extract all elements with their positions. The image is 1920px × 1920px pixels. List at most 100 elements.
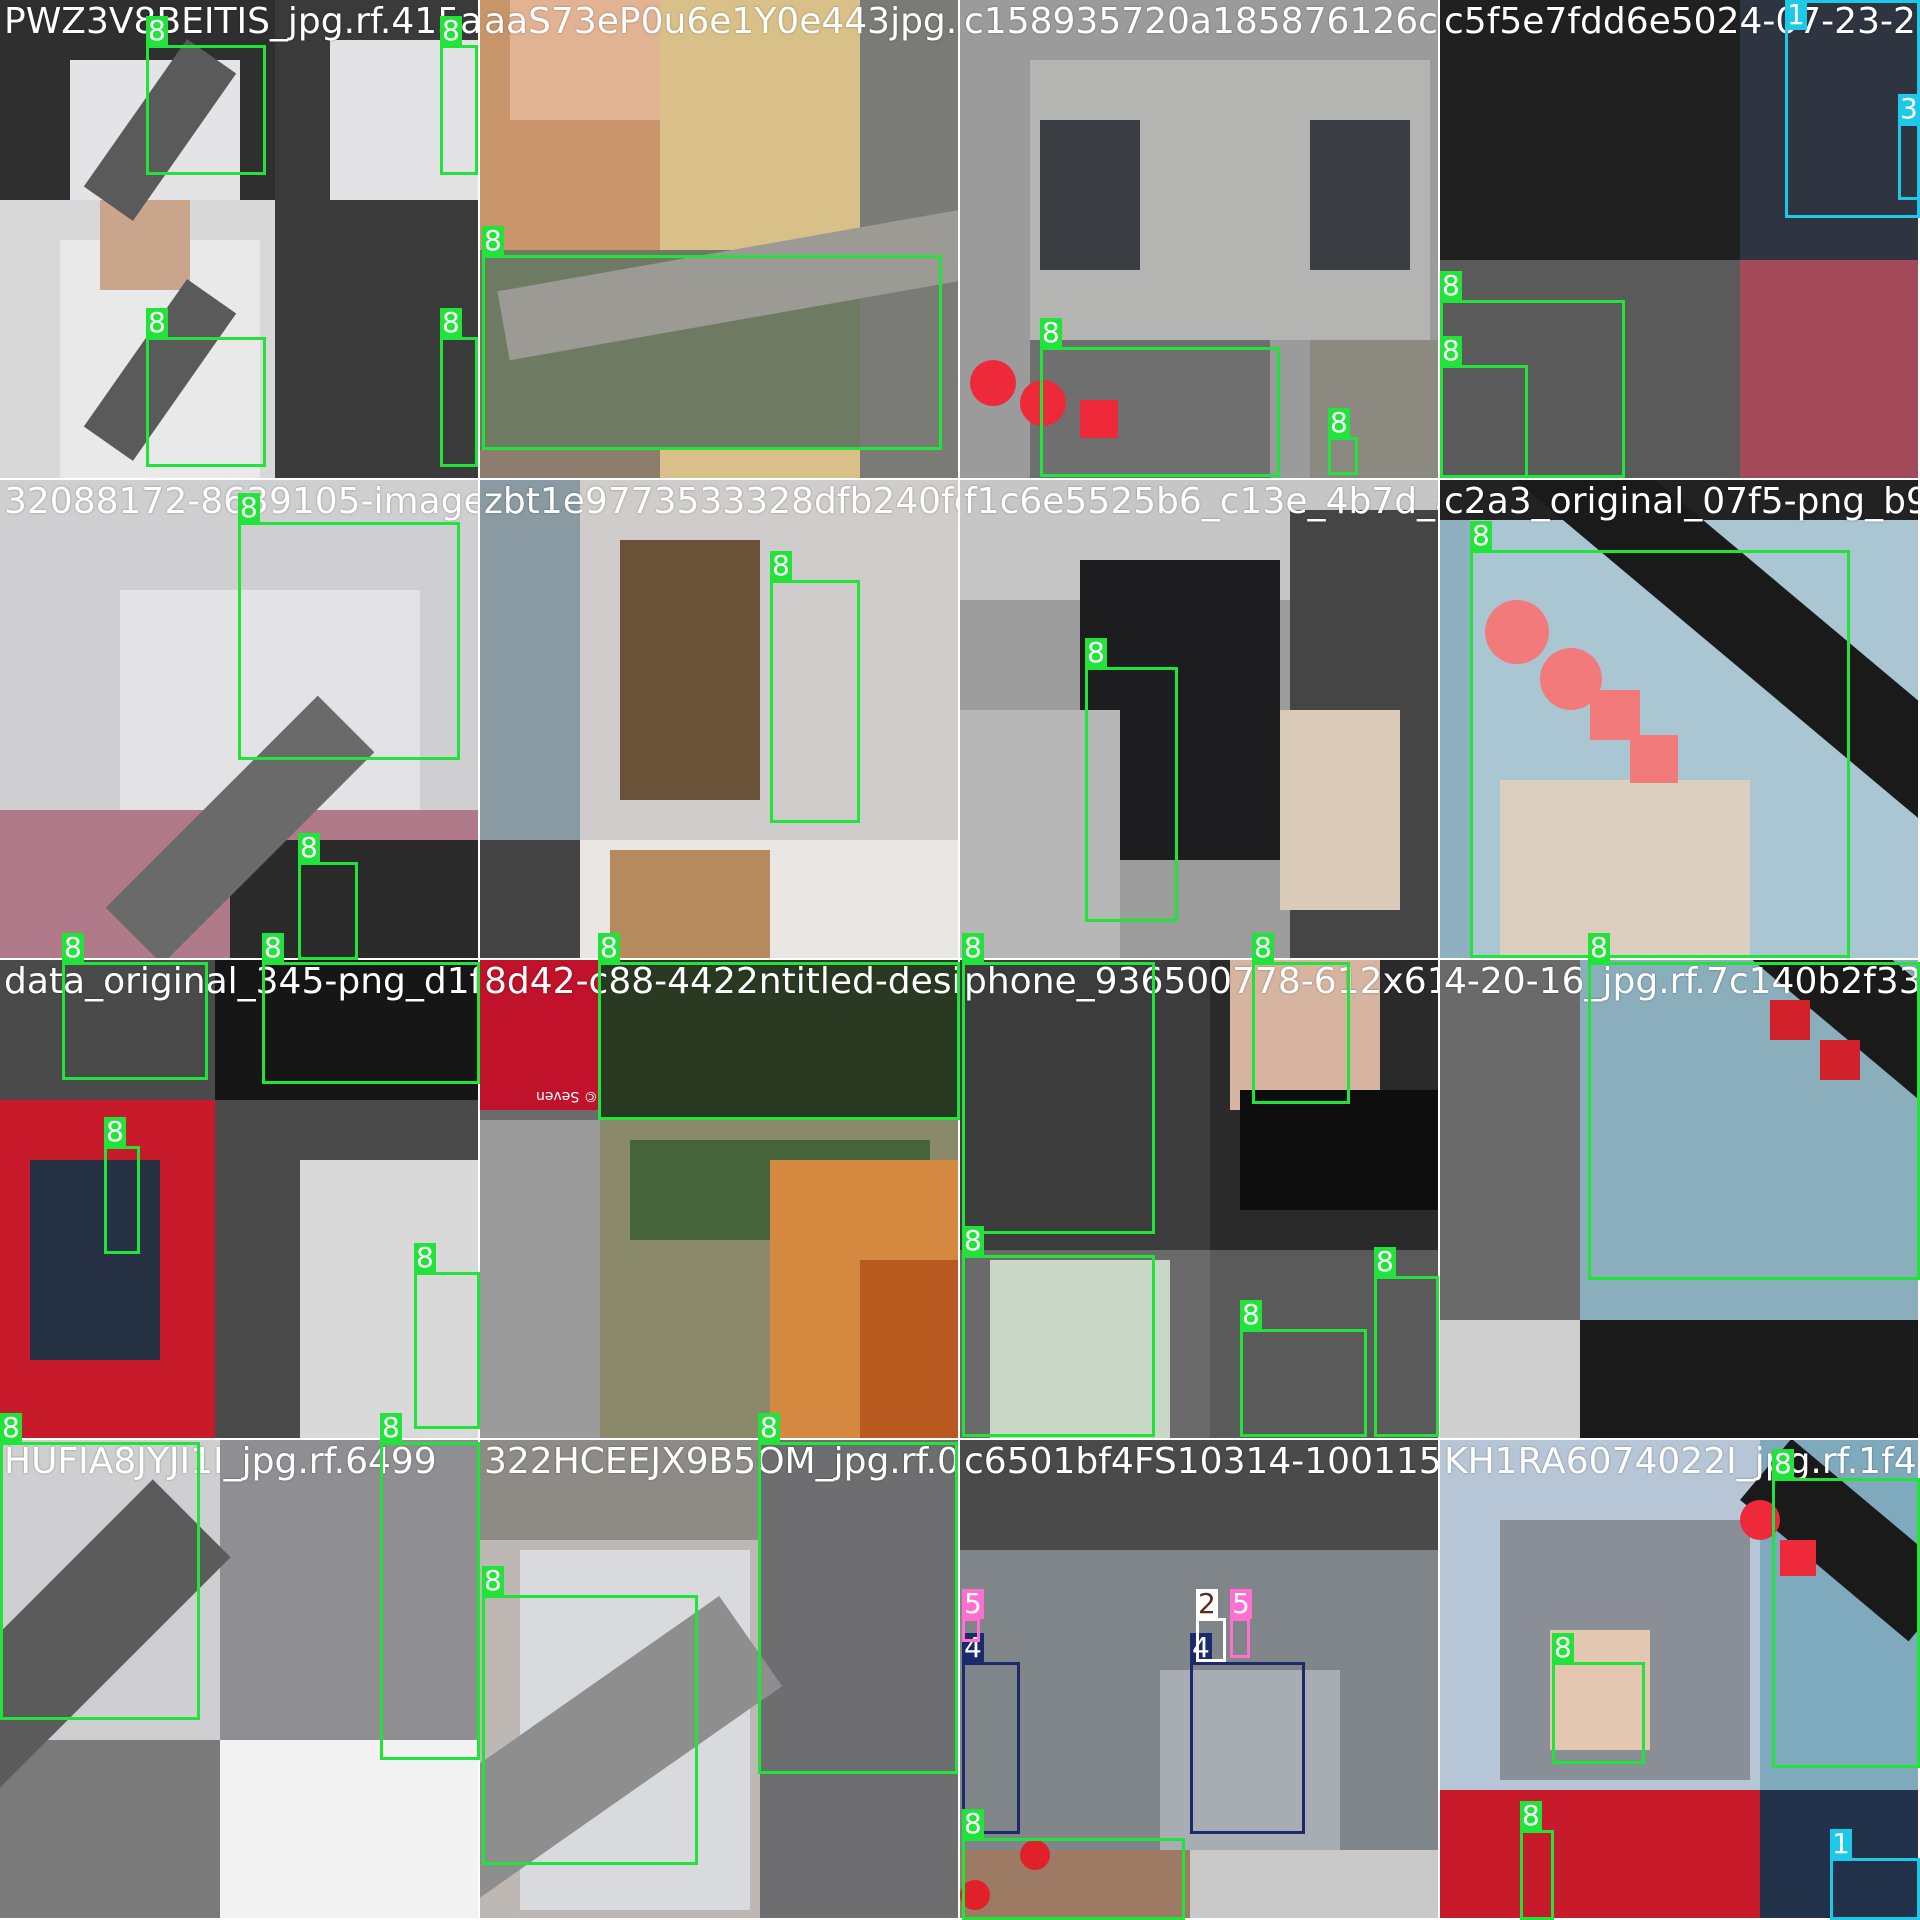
tile-filename: c6501bf4FS10314-100115-22 xyxy=(964,1441,1438,1482)
photo-region xyxy=(1030,340,1270,478)
class-8-bounding-box: 8 xyxy=(0,1413,200,1720)
class-8-label: 8 xyxy=(62,931,84,964)
tile-filename: 8d42-c88-4422ntitled-desig xyxy=(484,961,958,1002)
photo-region xyxy=(1440,1790,1760,1918)
photo-region xyxy=(215,960,478,1100)
class-8-label: 8 xyxy=(1520,1799,1542,1832)
class-8-bounding-box: 8 xyxy=(146,16,266,175)
class-8-bounding-box: 8 xyxy=(1440,271,1625,478)
class-8-bounding-box: 8 xyxy=(482,1566,698,1865)
photo-region xyxy=(220,1440,478,1740)
class-8-label: 8 xyxy=(1588,931,1610,964)
class-8-label: 8 xyxy=(146,306,168,339)
belt-marker xyxy=(1770,1000,1810,1040)
class-8-bounding-box: 8 xyxy=(962,1809,1185,1920)
mosaic-tile: aaS73eP0u6e1Y0e443jpg.rf.c36a xyxy=(480,0,958,478)
class-8-bounding-box: 8 xyxy=(770,551,860,823)
class-8-label: 8 xyxy=(1252,931,1274,964)
mosaic-tile: c5f5e7fdd6e5024-07-23-232 xyxy=(1440,0,1918,478)
class-8-label: 8 xyxy=(0,1411,22,1444)
class-8-bounding-box: 8 xyxy=(598,933,960,1120)
photo-region xyxy=(990,1260,1170,1438)
photo-region xyxy=(610,850,770,958)
mosaic-tile: 322HCEEJX9B5OM_jpg.rf.052 xyxy=(480,1440,958,1918)
mosaic-tile: c158935720a185876126cbbc xyxy=(960,0,1438,478)
class-8-label: 8 xyxy=(1040,316,1062,349)
class-8-label: 8 xyxy=(1470,519,1492,552)
class-8-bounding-box: 8 xyxy=(962,933,1155,1234)
class-8-label: 8 xyxy=(262,931,284,964)
photo-region xyxy=(0,960,215,1100)
photo-region xyxy=(600,960,958,1120)
class-5-bounding-box: 5 xyxy=(962,1589,984,1642)
belt-marker xyxy=(1820,1040,1860,1080)
class-8-bounding-box: 8 xyxy=(1040,318,1280,477)
class-8-label: 8 xyxy=(298,831,320,864)
class-8-label: 8 xyxy=(1240,1298,1262,1331)
belt-marker xyxy=(1020,380,1066,426)
tile-filename: c5f5e7fdd6e5024-07-23-232 xyxy=(1444,1,1918,42)
class-8-bounding-box: 8 xyxy=(1374,1247,1439,1437)
class-8-bounding-box: 8 xyxy=(1240,1300,1367,1437)
tile-filename: c2a3_original_07f5-png_b9ec xyxy=(1444,481,1918,522)
class-1-label: 1 xyxy=(1830,1827,1852,1860)
belt-marker xyxy=(1590,690,1640,740)
tile-filename: 322HCEEJX9B5OM_jpg.rf.052 xyxy=(484,1441,958,1482)
class-8-label: 8 xyxy=(104,1115,126,1148)
photo-region xyxy=(480,1120,600,1438)
tile-filename: PWZ3V8BEITIS_jpg.rf.415aa3 xyxy=(4,1,478,42)
class-8-label: 8 xyxy=(1772,1447,1794,1480)
photo-region xyxy=(1210,1250,1438,1438)
photo-region xyxy=(1040,120,1140,270)
class-8-bounding-box: 8 xyxy=(238,493,460,760)
photo-region xyxy=(1230,960,1380,1110)
belt-marker xyxy=(1485,600,1549,664)
class-8-bounding-box: 8 xyxy=(146,308,266,467)
mosaic-tile: c2a3_original_07f5-png_b9ec xyxy=(1440,480,1918,958)
photo-region xyxy=(620,540,760,800)
photo-region xyxy=(1440,1320,1580,1438)
class-8-label: 8 xyxy=(758,1411,780,1444)
photo-region xyxy=(760,1440,958,1918)
photo-region xyxy=(960,1440,1438,1550)
mosaic-tile: f1c6e5525b6_c13e_4b7d_a xyxy=(960,480,1438,958)
photo-region xyxy=(480,840,580,958)
class-3-bounding-box: 3 xyxy=(1898,94,1920,200)
tile-filename: data_original_345-png_d1f5 xyxy=(4,961,478,1002)
class-8-bounding-box: 8 xyxy=(1328,408,1358,475)
class-8-label: 8 xyxy=(440,14,462,47)
photo-region xyxy=(220,1740,478,1918)
photo-region xyxy=(1500,780,1750,958)
belt-marker xyxy=(960,1880,990,1910)
photo-region xyxy=(1440,260,1740,478)
class-8-bounding-box: 8 xyxy=(482,226,942,450)
class-8-bounding-box: 8 xyxy=(262,933,480,1084)
mosaic-tile: 8d42-c88-4422ntitled-desig © Seven xyxy=(480,960,958,1438)
photo-region xyxy=(960,1850,1190,1918)
class-8-label: 8 xyxy=(1085,636,1107,669)
class-8-bounding-box: 8 xyxy=(1252,933,1350,1104)
photo-region xyxy=(1440,0,1740,260)
watermark-text: © Seven xyxy=(536,1088,598,1104)
class-2-bounding-box: 2 xyxy=(1196,1589,1226,1662)
mosaic-tile: phone_936500778-612x612 xyxy=(960,960,1438,1438)
class-8-bounding-box: 8 xyxy=(1085,638,1178,922)
class-8-bounding-box: 8 xyxy=(1588,933,1920,1280)
belt-marker xyxy=(970,360,1016,406)
class-8-bounding-box: 8 xyxy=(380,1413,480,1760)
class-4-bounding-box: 4 xyxy=(1190,1633,1305,1834)
photo-region xyxy=(480,960,600,1110)
photo-region xyxy=(100,200,190,290)
tile-filename: c158935720a185876126cbbc xyxy=(964,1,1438,42)
photo-region xyxy=(1190,1850,1438,1918)
class-2-label: 2 xyxy=(1196,1587,1218,1620)
tile-filename: f1c6e5525b6_c13e_4b7d_a xyxy=(964,481,1438,522)
photo-region xyxy=(300,1160,478,1438)
class-5-label: 5 xyxy=(1230,1587,1252,1620)
class-8-label: 8 xyxy=(380,1411,402,1444)
tile-filename: aaS73eP0u6e1Y0e443jpg.rf.c36a xyxy=(484,1,958,42)
tile-filename: 4-20-16_jpg.rf.7c140b2f33 xyxy=(1444,961,1918,1002)
photo-region xyxy=(1240,1090,1438,1210)
belt-marker xyxy=(1080,400,1118,438)
